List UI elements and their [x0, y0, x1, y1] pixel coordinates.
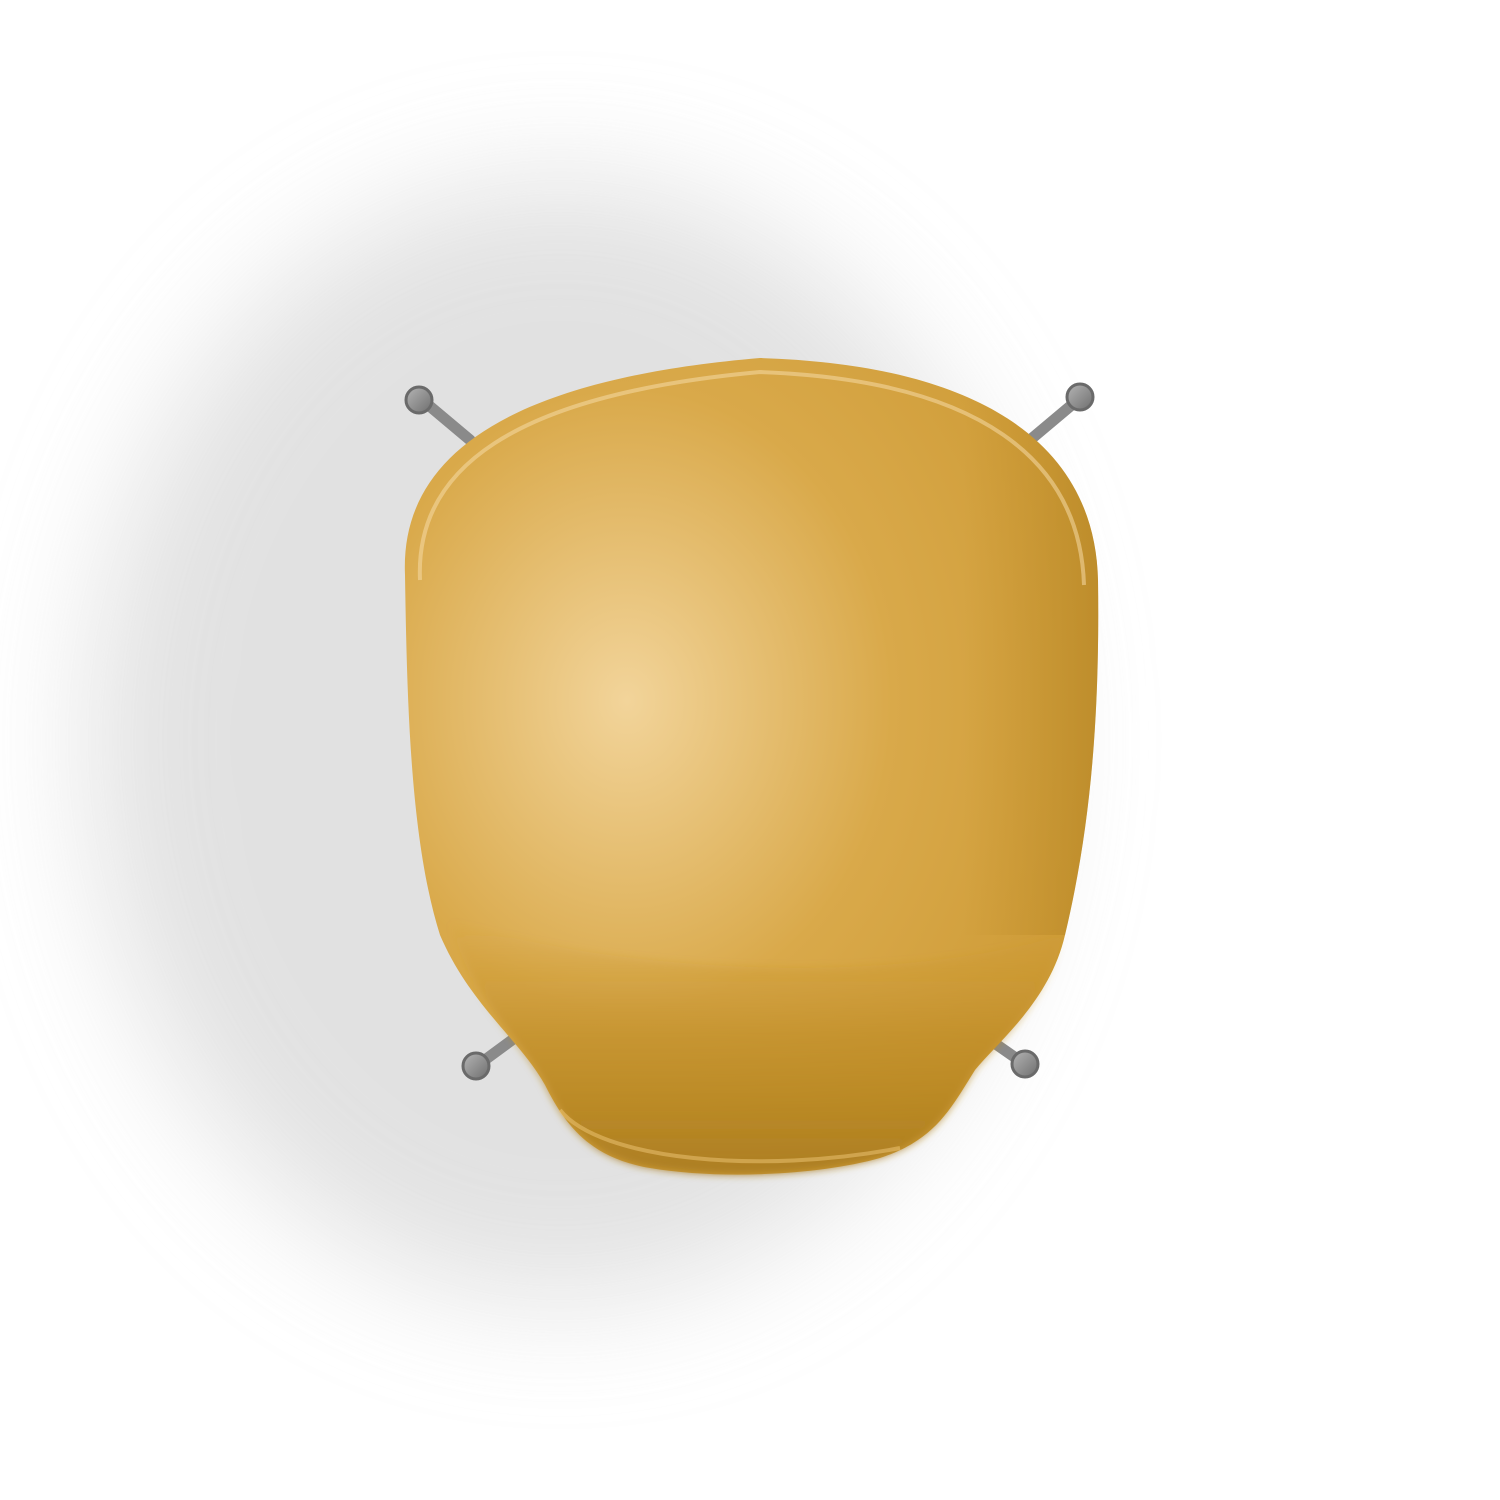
leg-top-left — [404, 385, 476, 446]
chair-seat — [404, 358, 1099, 1175]
leg-top-right — [1024, 382, 1095, 446]
leg-bottom-left — [461, 1034, 518, 1081]
